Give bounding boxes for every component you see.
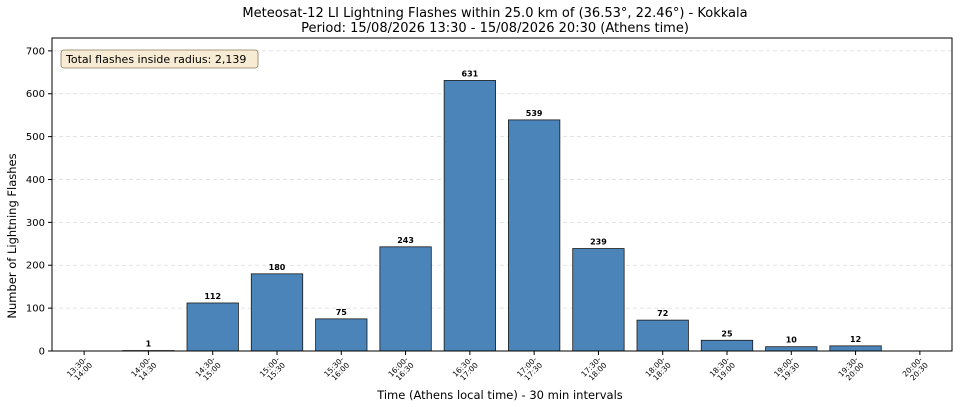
y-tick-label: 300: [26, 218, 45, 229]
x-tick-label: 17:00-17:30: [515, 355, 544, 383]
y-tick-label: 400: [26, 175, 45, 186]
data-label: 1: [146, 340, 152, 349]
data-label: 12: [850, 335, 861, 344]
bars: [122, 80, 882, 352]
x-tick-label: 18:30-19:00: [708, 355, 737, 383]
x-tick-label: 19:00-19:30: [772, 355, 801, 383]
data-label: 180: [269, 263, 286, 272]
x-ticks: 13:30-14:00 14:00-14:30 14:30-15:00 15:00-1…: [65, 351, 930, 383]
gridlines: [52, 50, 952, 309]
y-axis-label: Number of Lightning Flashes: [5, 153, 19, 318]
bar: [765, 346, 818, 352]
x-tick-label: 15:30-16:00: [322, 355, 351, 383]
x-tick-label: 14:00-14:30: [129, 355, 158, 383]
annotation-box: [60, 49, 259, 69]
bar: [508, 119, 561, 352]
data-label: 239: [590, 238, 607, 247]
x-tick-label: 14:30-15:00: [194, 355, 223, 383]
x-tick-label: 16:00-16:30: [386, 355, 415, 383]
data-label: 10: [786, 336, 798, 345]
y-tick-label: 0: [39, 347, 45, 358]
chart-subtitle: Period: 15/08/2026 13:30 - 15/08/2026 20…: [301, 21, 689, 36]
data-labels: 1 112 180 75 243 631 539 239 72 25 10 12: [146, 69, 862, 348]
x-axis-label: Time (Athens local time) - 30 min interv…: [376, 388, 623, 402]
data-label: 243: [397, 236, 414, 245]
bar: [250, 273, 304, 352]
bar: [636, 319, 689, 352]
annotation-text: Total flashes inside radius: 2,139: [65, 53, 246, 66]
y-tick-label: 600: [26, 89, 45, 100]
bar: [700, 339, 754, 352]
x-tick-label: 20:00-20:30: [901, 355, 930, 383]
x-tick-label: 17:30-18:00: [579, 355, 608, 383]
data-label: 25: [721, 329, 733, 338]
data-label: 539: [526, 109, 543, 118]
x-tick-label: 15:00-15:30: [258, 355, 287, 383]
y-tick-label: 100: [26, 304, 45, 315]
bar: [572, 248, 625, 352]
x-tick-label: 18:00-18:30: [644, 355, 673, 383]
bar: [829, 345, 882, 352]
y-tick-label: 500: [26, 132, 45, 143]
bar: [379, 246, 432, 352]
data-label: 72: [657, 309, 668, 318]
y-tick-label: 700: [26, 46, 45, 57]
data-label: 75: [336, 308, 348, 317]
x-tick-label: 13:30-14:00: [65, 355, 94, 383]
bar: [443, 80, 496, 352]
y-tick-label: 200: [26, 261, 45, 272]
data-label: 112: [204, 292, 221, 301]
total-annotation: Total flashes inside radius: 2,139: [60, 49, 259, 69]
plot-frame: [51, 37, 953, 352]
x-tick-label: 19:30-20:00: [836, 355, 865, 383]
data-label: 631: [462, 69, 479, 78]
bar: [315, 318, 368, 352]
bar: [186, 302, 239, 352]
y-ticks: 0 100 200 300 400 500 600 700: [26, 46, 52, 358]
chart-title: Meteosat-12 LI Lightning Flashes within …: [242, 6, 747, 21]
x-tick-label: 16:30-17:00: [451, 355, 480, 383]
